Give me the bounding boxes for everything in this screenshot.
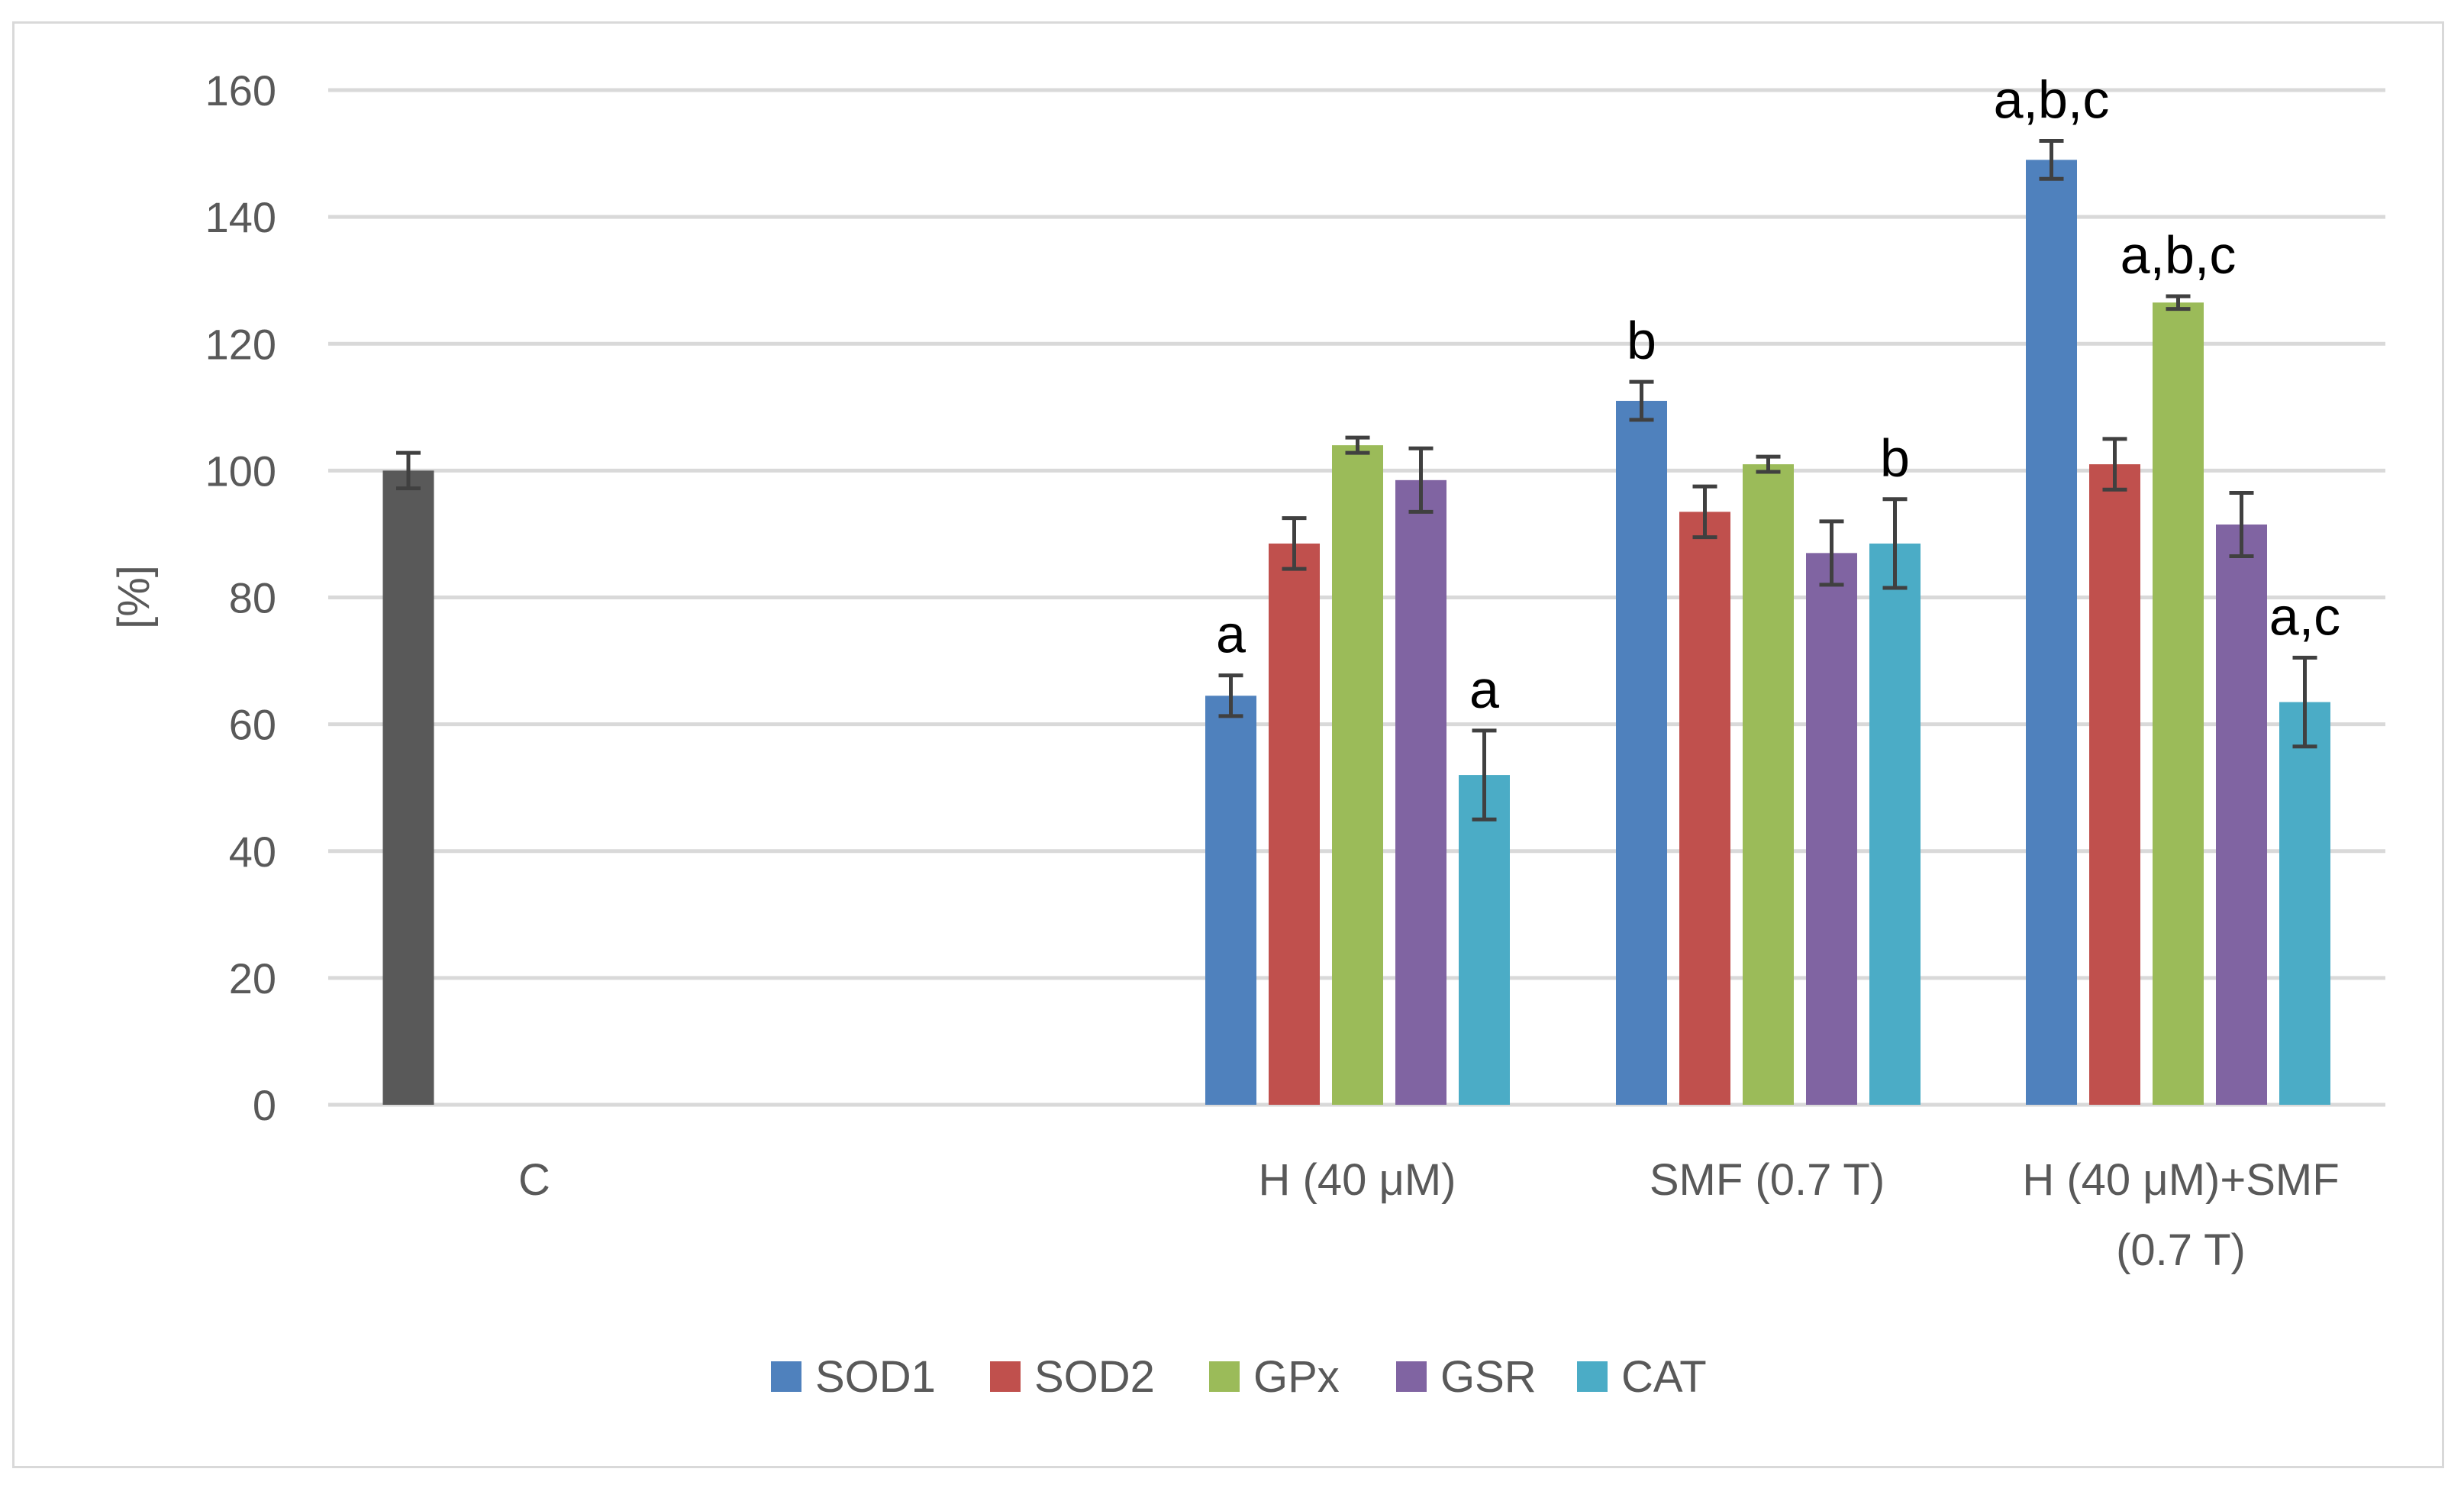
y-tick-label: 0: [253, 1081, 276, 1129]
x-category-label: H (40 μM): [1259, 1155, 1456, 1205]
bar-gpx-cat3: [2153, 302, 2204, 1105]
error-bar-cat-cat3: [2292, 655, 2317, 749]
bar-sod2-cat2: [1679, 512, 1730, 1105]
y-axis-label: [%]: [109, 565, 159, 629]
legend-item-gsr: GSR: [1396, 1352, 1537, 1402]
y-tick-label: 20: [229, 954, 276, 1002]
bar-gsr-cat1: [1395, 479, 1446, 1105]
error-bar-sod1-cat3: [2039, 138, 2064, 181]
legend-swatch: [1577, 1361, 1608, 1392]
x-axis-category-labels: C H (40 μM) SMF (0.7 T) H (40 μM)+SMF (0.7 T…: [518, 1155, 2340, 1275]
legend-item-cat: CAT: [1577, 1352, 1707, 1402]
significance-label: a: [1216, 605, 1246, 664]
error-bar-cat-cat2: [1882, 497, 1908, 590]
error-bar-gpx-cat1: [1345, 435, 1370, 455]
y-tick-label: 100: [205, 447, 276, 495]
error-bar-gsr-cat2: [1819, 519, 1844, 587]
significance-label: a,c: [2269, 586, 2340, 646]
bar-gsr-cat3: [2216, 524, 2267, 1105]
bar-control-c: [382, 470, 434, 1105]
significance-label: b: [1880, 428, 1910, 488]
significance-label: a,b,c: [2121, 225, 2237, 285]
legend-label: GPx: [1253, 1352, 1340, 1402]
y-tick-label: 80: [229, 574, 276, 622]
legend-label: SOD2: [1034, 1352, 1155, 1402]
bar-gpx-cat1: [1332, 445, 1383, 1105]
error-bar-gsr-cat1: [1408, 446, 1434, 514]
legend-label: CAT: [1621, 1352, 1707, 1402]
legend-swatch: [771, 1361, 801, 1392]
bar-gpx-cat2: [1743, 464, 1794, 1105]
bar-gsr-cat2: [1806, 553, 1857, 1105]
bar-sod2-cat1: [1269, 543, 1320, 1105]
bars: [382, 160, 2330, 1105]
legend-swatch: [1209, 1361, 1240, 1392]
bar-sod1-cat1: [1205, 696, 1256, 1105]
legend-swatch: [1396, 1361, 1427, 1392]
legend-label: SOD1: [815, 1352, 936, 1402]
y-tick-label: 160: [205, 66, 276, 115]
x-category-label: (0.7 T): [2116, 1225, 2246, 1275]
bar-sod2-cat3: [2089, 464, 2140, 1105]
significance-annotations: a b a,b,c a,b,c a b a,c: [1216, 69, 2340, 718]
bar-cat-cat2: [1869, 543, 1921, 1105]
x-category-label: H (40 μM)+SMF: [2022, 1155, 2339, 1205]
error-bar-sod2-cat3: [2102, 437, 2127, 492]
y-tick-label: 140: [205, 193, 276, 241]
bar-sod1-cat3: [2026, 160, 2077, 1105]
legend: SOD1 SOD2 GPx GSR CAT: [771, 1352, 1707, 1402]
error-bar-sod1-cat1: [1218, 673, 1243, 718]
y-tick-label: 60: [229, 701, 276, 749]
legend-swatch: [990, 1361, 1021, 1392]
legend-item-sod1: SOD1: [771, 1352, 936, 1402]
error-bar-cat-cat1: [1472, 728, 1497, 822]
x-category-label: SMF (0.7 T): [1650, 1155, 1885, 1205]
y-axis-ticks: 0 20 40 60 80 100 120 140 160: [205, 66, 276, 1129]
error-bar-sod1-cat2: [1629, 379, 1654, 422]
significance-label: b: [1627, 311, 1656, 370]
legend-item-sod2: SOD2: [990, 1352, 1155, 1402]
error-bar-control: [396, 450, 421, 491]
y-tick-label: 120: [205, 320, 276, 368]
bar-cat-cat3: [2279, 702, 2330, 1105]
significance-label: a: [1469, 660, 1499, 719]
error-bar-sod2-cat1: [1282, 516, 1307, 571]
y-tick-label: 40: [229, 828, 276, 876]
x-category-label: C: [518, 1155, 550, 1205]
error-bar-gpx-cat3: [2166, 294, 2191, 312]
error-bar-gsr-cat3: [2229, 490, 2254, 559]
legend-item-gpx: GPx: [1209, 1352, 1340, 1402]
error-bar-sod2-cat2: [1692, 484, 1717, 540]
error-bars: [396, 138, 2317, 822]
bar-cat-cat1: [1459, 775, 1510, 1105]
error-bar-gpx-cat2: [1756, 454, 1781, 474]
legend-label: GSR: [1440, 1352, 1537, 1402]
bar-sod1-cat2: [1616, 401, 1667, 1105]
significance-label: a,b,c: [1994, 69, 2110, 129]
